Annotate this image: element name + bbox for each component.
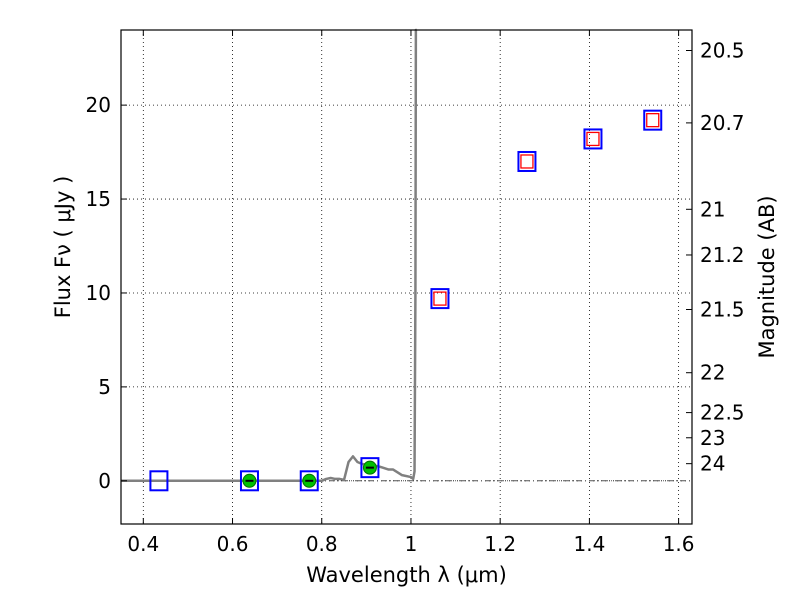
model-sed-line [121,28,418,483]
axis-ticks: 0.4 0.6 0.8 1 1.2 1.4 1.6 0 5 10 15 20 20.5 20.7 21 21.… [86,30,745,556]
red-square-marker [433,291,447,306]
x-tick-label: 1 [405,532,418,556]
x-tick-label: 0.6 [217,532,249,556]
x-tick-label: 1.4 [573,532,605,556]
y2-axis-label: Magnitude (AB) [755,195,779,358]
y-axis-label: Flux Fν ( μJy ) [51,176,75,319]
red-square-marker [646,113,660,128]
y-tick-label: 10 [86,281,111,305]
y2-tick-label: 22 [700,361,725,385]
red-square-marker [586,131,600,147]
y2-tick-label: 20.7 [700,111,745,135]
y2-tick-label: 24 [700,452,725,476]
plot-frame [120,29,693,525]
blue-square-marker [583,128,603,150]
x-tick-label: 0.4 [127,532,159,556]
blue-square-marker [517,150,537,172]
blue-square-marker [239,470,259,492]
blue-square-marker [643,109,663,131]
blue-square-marker [149,470,169,492]
y2-tick-label: 21.5 [700,297,745,321]
blue-square-marker [360,457,380,479]
y-tick-label: 5 [98,375,111,399]
y-tick-label: 0 [98,469,111,493]
y-tick-label: 15 [86,187,111,211]
photometry-points [149,109,663,492]
x-tick-label: 0.8 [306,532,338,556]
model-sed-series [121,28,692,483]
y-tick-label: 20 [86,93,111,117]
y2-tick-label: 23 [700,426,725,450]
y2-tick-label: 22.5 [700,401,745,425]
x-tick-label: 1.6 [663,532,695,556]
y2-tick-label: 20.5 [700,38,745,62]
x-axis-label: Wavelength λ (μm) [306,563,507,587]
y2-tick-label: 21 [700,197,725,221]
blue-square-marker [430,288,450,310]
blue-square-marker [299,470,319,492]
grid-lines [121,30,692,524]
red-square-marker [520,154,534,169]
x-tick-label: 1.2 [484,532,516,556]
y2-tick-label: 21.2 [700,243,745,267]
